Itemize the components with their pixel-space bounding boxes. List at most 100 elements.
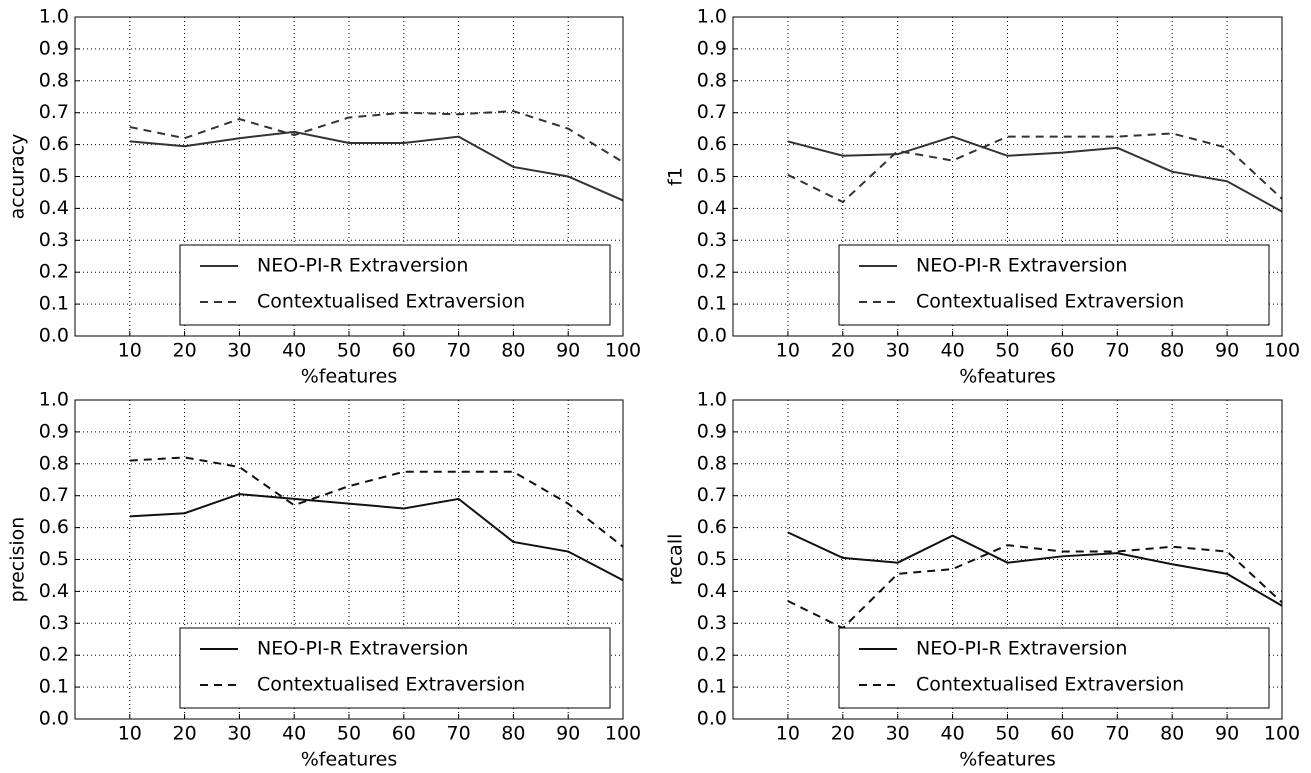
plot-frame — [732, 399, 1283, 720]
legend-label: NEO-PI-R Extraversion — [916, 638, 1127, 660]
x-tick-label: 10 — [776, 340, 800, 362]
y-tick-label: 0.9 — [697, 37, 727, 59]
y-tick-label: 1.0 — [39, 389, 69, 411]
y-tick-label: 0.7 — [39, 484, 69, 506]
x-tick-label: 60 — [1050, 340, 1074, 362]
legend-box — [179, 627, 611, 709]
x-tick-label: 100 — [1264, 723, 1300, 745]
y-tick-label: 0.2 — [697, 644, 727, 666]
y-tick-label: 0.7 — [39, 101, 69, 123]
x-tick-label: 30 — [227, 340, 251, 362]
x-tick-label: 80 — [1160, 340, 1184, 362]
x-tick-label: 20 — [173, 723, 197, 745]
y-tick-label: 0.8 — [697, 69, 727, 91]
x-tick-label: 40 — [282, 723, 306, 745]
y-tick-label: 0.7 — [697, 101, 727, 123]
data-line — [129, 456, 624, 548]
y-tick-label: 1.0 — [697, 389, 727, 411]
y-tick-label: 0.1 — [39, 293, 69, 315]
y-tick-label: 0.2 — [39, 261, 69, 283]
x-tick-label: 80 — [501, 723, 525, 745]
x-tick-label: 30 — [886, 340, 910, 362]
y-tick-label: 0.4 — [39, 197, 69, 219]
data-line — [787, 544, 1283, 630]
x-tick-label: 10 — [776, 723, 800, 745]
x-tick-label: 100 — [605, 340, 641, 362]
legend-label: Contextualised Extraversion — [257, 674, 525, 696]
x-tick-label: 40 — [941, 723, 965, 745]
legend-label: Contextualised Extraversion — [257, 291, 525, 313]
legend-box — [838, 244, 1270, 326]
legend-label: NEO-PI-R Extraversion — [257, 255, 468, 277]
y-tick-label: 0.6 — [697, 516, 727, 538]
y-tick-label: 0.1 — [697, 293, 727, 315]
y-tick-label: 0.4 — [697, 197, 727, 219]
y-tick-label: 0.6 — [39, 133, 69, 155]
x-tick-label: 90 — [556, 340, 580, 362]
x-tick-label: 70 — [447, 723, 471, 745]
y-tick-label: 0.3 — [697, 612, 727, 634]
y-tick-label: 0.2 — [39, 644, 69, 666]
y-tick-label: 0.0 — [697, 325, 727, 347]
legend: NEO-PI-R Extraversion Contextualised Extr… — [838, 244, 1270, 326]
legend-box — [838, 627, 1270, 709]
x-tick-label: 20 — [831, 723, 855, 745]
y-tick-label: 0.0 — [39, 708, 69, 730]
plot-frame — [732, 16, 1283, 337]
y-tick-label: 0.1 — [697, 676, 727, 698]
y-tick-label: 0.5 — [697, 548, 727, 570]
x-tick-label: 60 — [1050, 723, 1074, 745]
x-axis-label: %features — [959, 749, 1056, 771]
y-tick-label: 0.6 — [697, 133, 727, 155]
legend-box — [179, 244, 611, 326]
y-tick-label: 0.9 — [697, 420, 727, 442]
x-tick-label: 20 — [173, 340, 197, 362]
x-tick-label: 10 — [118, 723, 142, 745]
x-tick-label: 50 — [995, 723, 1019, 745]
y-tick-label: 0.5 — [39, 548, 69, 570]
x-tick-label: 50 — [337, 340, 361, 362]
y-tick-label: 0.3 — [39, 229, 69, 251]
x-tick-label: 100 — [605, 723, 641, 745]
x-tick-label: 40 — [941, 340, 965, 362]
y-tick-label: 0.6 — [39, 516, 69, 538]
y-axis-label: recall — [665, 534, 687, 586]
legend-label: Contextualised Extraversion — [916, 674, 1184, 696]
data-line — [129, 493, 624, 582]
x-tick-label: 60 — [392, 340, 416, 362]
x-tick-label: 30 — [886, 723, 910, 745]
legend-label: NEO-PI-R Extraversion — [916, 255, 1127, 277]
x-tick-label: 90 — [556, 723, 580, 745]
x-tick-label: 80 — [1160, 723, 1184, 745]
data-line — [787, 132, 1283, 204]
x-tick-label: 70 — [447, 340, 471, 362]
x-tick-label: 30 — [227, 723, 251, 745]
legend-label: Contextualised Extraversion — [916, 291, 1184, 313]
y-tick-label: 0.8 — [697, 452, 727, 474]
y-tick-label: 0.8 — [39, 69, 69, 91]
y-axis-label: accuracy — [7, 134, 29, 220]
x-tick-label: 50 — [337, 723, 361, 745]
y-tick-label: 0.9 — [39, 420, 69, 442]
x-tick-label: 20 — [831, 340, 855, 362]
y-tick-label: 0.0 — [39, 325, 69, 347]
legend-label: NEO-PI-R Extraversion — [257, 638, 468, 660]
y-tick-label: 0.9 — [39, 37, 69, 59]
x-tick-label: 90 — [1215, 340, 1239, 362]
y-tick-label: 0.5 — [697, 165, 727, 187]
y-tick-label: 0.5 — [39, 165, 69, 187]
plot-frame — [74, 399, 624, 720]
data-line — [787, 135, 1283, 213]
y-axis-label: precision — [7, 517, 29, 603]
x-tick-label: 10 — [118, 340, 142, 362]
x-axis-label: %features — [959, 366, 1056, 388]
x-tick-label: 60 — [392, 723, 416, 745]
y-tick-label: 1.0 — [697, 6, 727, 28]
legend: NEO-PI-R Extraversion Contextualised Extr… — [179, 627, 611, 709]
legend: NEO-PI-R Extraversion Contextualised Extr… — [838, 627, 1270, 709]
y-tick-label: 0.4 — [697, 580, 727, 602]
data-line — [129, 110, 624, 163]
x-tick-label: 100 — [1264, 340, 1300, 362]
